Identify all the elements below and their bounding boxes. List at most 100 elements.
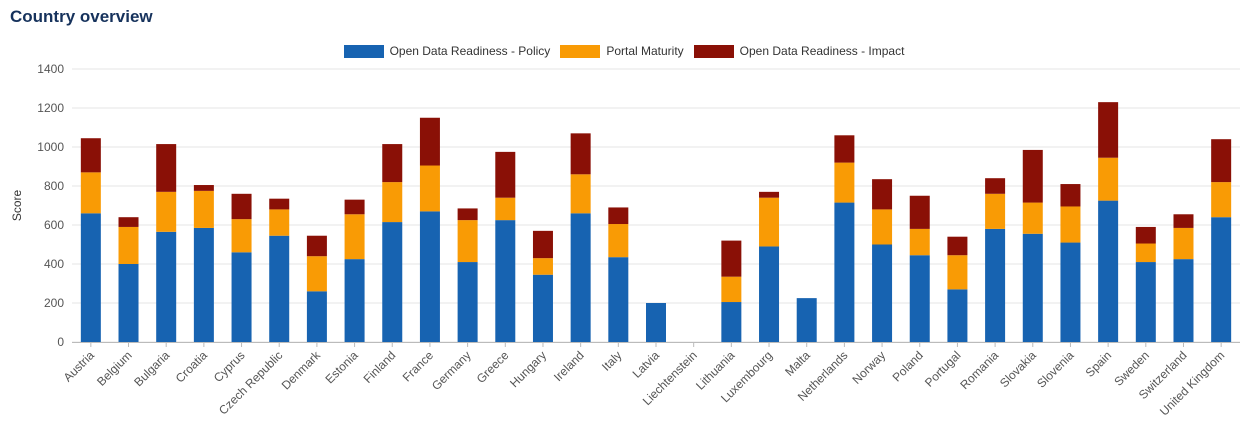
bar-segment[interactable]: [872, 244, 893, 343]
bar-segment[interactable]: [118, 226, 139, 264]
bar-segment[interactable]: [721, 302, 742, 342]
bar-segment[interactable]: [80, 172, 101, 214]
bar-segment[interactable]: [1098, 200, 1119, 342]
bar-segment[interactable]: [759, 191, 780, 198]
bar-segment[interactable]: [382, 182, 403, 223]
bar-segment[interactable]: [419, 165, 440, 212]
bar-segment[interactable]: [1022, 233, 1043, 342]
bar-segment[interactable]: [759, 246, 780, 342]
bar-segment[interactable]: [721, 276, 742, 303]
bar-segment[interactable]: [1060, 206, 1081, 243]
x-tick-label: Norway: [850, 348, 889, 387]
bar-segment[interactable]: [80, 138, 101, 173]
bar-segment[interactable]: [1022, 202, 1043, 234]
bar-segment[interactable]: [985, 193, 1006, 229]
bar-segment[interactable]: [231, 193, 252, 220]
bar-segment[interactable]: [872, 209, 893, 245]
bar-segment[interactable]: [156, 191, 177, 232]
bar-segment[interactable]: [796, 298, 817, 342]
legend-item-policy[interactable]: Open Data Readiness - Policy: [343, 44, 550, 58]
bar-segment[interactable]: [306, 235, 327, 257]
bar-segment[interactable]: [646, 303, 666, 342]
bar-segment[interactable]: [193, 227, 214, 342]
bar-segment[interactable]: [909, 255, 930, 342]
bar-segment[interactable]: [834, 202, 855, 342]
bar-segment[interactable]: [532, 274, 553, 342]
bar-segment[interactable]: [1211, 139, 1232, 183]
bar-segment[interactable]: [269, 198, 290, 210]
bar-segment[interactable]: [1135, 243, 1156, 263]
y-tick-label: 200: [44, 296, 64, 310]
bar-segment[interactable]: [985, 178, 1006, 194]
bar-segment[interactable]: [118, 264, 139, 342]
bar-segment[interactable]: [721, 240, 742, 277]
bar-segment[interactable]: [344, 214, 365, 260]
bar-segment[interactable]: [872, 179, 893, 210]
bar-segment[interactable]: [193, 185, 214, 191]
bar-segment[interactable]: [156, 144, 177, 192]
bar-segment[interactable]: [269, 209, 290, 236]
bar-segment[interactable]: [118, 217, 139, 227]
bar-segment[interactable]: [1060, 242, 1081, 342]
bar-segment[interactable]: [382, 222, 403, 342]
bar-segment[interactable]: [570, 133, 591, 175]
bar-segment[interactable]: [834, 135, 855, 163]
x-tick-label: Austria: [61, 348, 98, 385]
bar-segment[interactable]: [1211, 217, 1232, 342]
bar-segment[interactable]: [495, 197, 516, 221]
bar-segment[interactable]: [532, 230, 553, 259]
bar-segment[interactable]: [344, 259, 365, 342]
bar-segment[interactable]: [608, 207, 629, 225]
bar-segment[interactable]: [231, 219, 252, 253]
bar-segment[interactable]: [608, 257, 629, 342]
x-tick-label: Romania: [957, 348, 1001, 392]
bar-segment[interactable]: [1098, 102, 1119, 158]
bar-segment[interactable]: [80, 213, 101, 342]
bar-segment[interactable]: [947, 236, 968, 256]
legend-label-impact: Open Data Readiness - Impact: [739, 44, 905, 58]
bar-segment[interactable]: [269, 235, 290, 342]
bar-segment[interactable]: [457, 220, 478, 263]
bar-segment[interactable]: [947, 255, 968, 290]
legend-item-impact[interactable]: Open Data Readiness - Impact: [693, 44, 905, 58]
legend-item-portal[interactable]: Portal Maturity: [560, 44, 684, 58]
bar-segment[interactable]: [985, 228, 1006, 342]
bar-segment[interactable]: [1173, 259, 1194, 342]
bar-segment[interactable]: [1135, 226, 1156, 244]
bar-segment[interactable]: [1022, 149, 1043, 203]
bar-segment[interactable]: [495, 151, 516, 198]
x-tick-label: Slovenia: [1034, 348, 1077, 391]
bar-segment[interactable]: [608, 224, 629, 258]
bar-segment[interactable]: [1211, 182, 1232, 218]
bar-segment[interactable]: [570, 213, 591, 342]
x-tick-label: Finland: [361, 348, 399, 386]
bar-segment[interactable]: [457, 262, 478, 342]
bar-segment[interactable]: [306, 291, 327, 342]
y-tick-label: 800: [44, 179, 64, 193]
bar-segment[interactable]: [419, 211, 440, 342]
bar-segment[interactable]: [419, 117, 440, 166]
bar-segment[interactable]: [1173, 227, 1194, 260]
x-tick-label: Croatia: [173, 348, 210, 385]
bar-segment[interactable]: [834, 162, 855, 203]
bar-segment[interactable]: [570, 174, 591, 214]
bar-segment[interactable]: [909, 228, 930, 256]
bar-segment[interactable]: [1060, 184, 1081, 207]
bar-segment[interactable]: [382, 144, 403, 183]
bar-segment[interactable]: [344, 199, 365, 215]
bar-segment[interactable]: [947, 289, 968, 342]
bar-segment[interactable]: [909, 195, 930, 229]
bar-segment[interactable]: [759, 197, 780, 247]
bar-segment[interactable]: [306, 256, 327, 292]
bar-segment[interactable]: [156, 231, 177, 342]
bar-segment[interactable]: [532, 258, 553, 275]
legend-swatch-portal: [560, 44, 601, 58]
bar-segment[interactable]: [1173, 214, 1194, 228]
bar-segment[interactable]: [1135, 262, 1156, 342]
bar-segment[interactable]: [193, 190, 214, 228]
bar-segment[interactable]: [457, 208, 478, 221]
bar-segment[interactable]: [1098, 157, 1119, 201]
bar-segment[interactable]: [495, 220, 516, 342]
bar-segment[interactable]: [231, 252, 252, 342]
